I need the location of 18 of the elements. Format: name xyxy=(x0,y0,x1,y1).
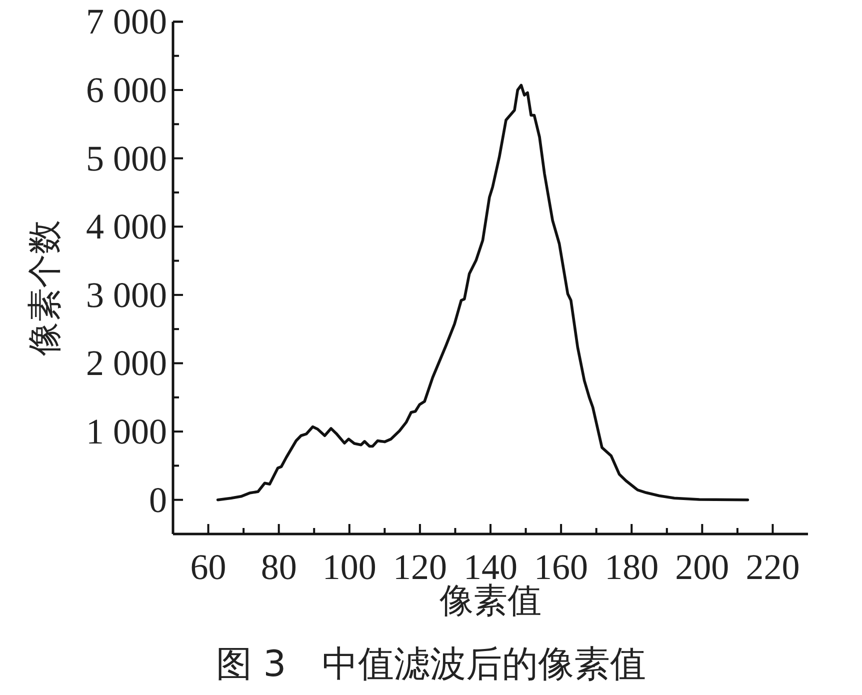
y-axis-title: 像素个数 xyxy=(27,220,64,356)
x-tick-label: 180 xyxy=(604,547,659,587)
x-tick-label: 200 xyxy=(675,547,730,587)
x-tick-label: 100 xyxy=(322,547,376,587)
text: 图 3 中值滤波后的像素值 xyxy=(216,644,646,685)
y-tick-label: 7 000 xyxy=(86,2,167,42)
y-tick-label: 6 000 xyxy=(86,70,167,110)
x-tick-label: 220 xyxy=(746,547,800,587)
y-tick-label: 0 xyxy=(149,480,167,520)
x-tick-label: 120 xyxy=(392,547,447,587)
y-tick-label: 5 000 xyxy=(86,138,167,178)
x-tick-label: 60 xyxy=(190,547,226,587)
y-tick-label: 2 000 xyxy=(86,343,167,384)
x-tick-label: 80 xyxy=(260,547,297,587)
x-tick-label: 160 xyxy=(534,547,588,587)
y-tick-label: 1 000 xyxy=(86,412,167,452)
y-tick-label: 3 000 xyxy=(86,274,167,315)
y-tick-label: 4 000 xyxy=(86,206,167,247)
